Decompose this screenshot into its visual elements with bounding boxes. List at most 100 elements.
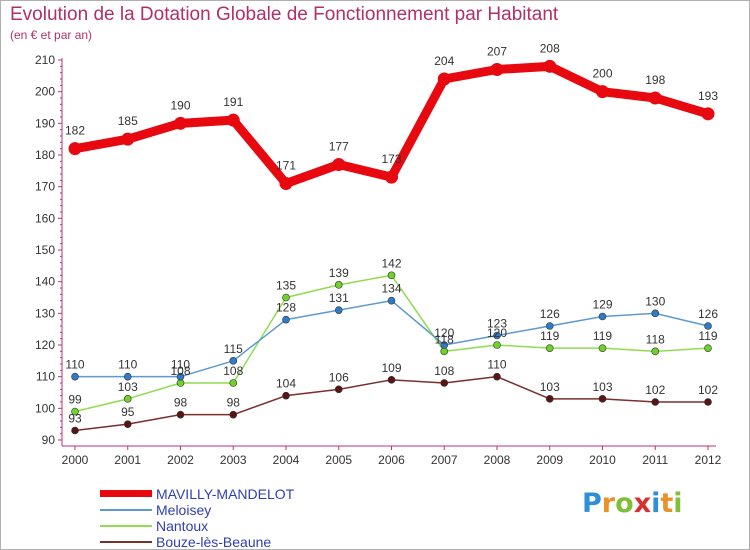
y-tick-label: 140 [35,275,55,289]
data-point [493,331,501,340]
x-tick-label: 2009 [536,453,563,467]
data-label: 108 [434,364,454,378]
data-point [123,420,132,428]
proxiti-logo: Proxiti [582,488,683,519]
y-tick-label: 130 [35,306,55,320]
data-point [704,322,712,330]
data-label: 191 [223,95,243,109]
data-label: 200 [592,67,612,81]
data-label: 110 [487,358,506,372]
chart-title: Evolution de la Dotation Globale de Fonc… [10,4,559,25]
data-point [332,158,346,171]
x-tick-label: 2002 [167,453,194,467]
data-label: 99 [68,393,82,407]
legend-label-mavilly: MAVILLY-MANDELOT [156,486,295,502]
data-point [440,347,449,356]
data-point [176,410,185,419]
data-point [387,296,396,305]
data-label: 106 [329,370,349,384]
data-point [282,315,290,324]
data-label: 108 [170,364,190,378]
legend-label-nantoux: Nantoux [156,518,209,534]
data-label: 198 [645,73,665,87]
data-point [701,107,715,121]
data-point [596,85,609,99]
data-point [651,347,660,356]
data-point [123,395,132,403]
logo-letter: i [651,488,661,519]
data-point [334,385,343,394]
logo-letter: r [601,488,616,519]
x-tick-label: 2012 [695,453,722,467]
data-point [490,63,504,76]
data-label: 103 [540,380,560,394]
data-label: 102 [645,383,665,397]
data-point [651,309,660,318]
data-point [68,142,82,156]
x-tick-label: 2004 [273,453,300,467]
data-label: 93 [68,412,82,426]
legend: MAVILLY-MANDELOT Meloisey Nantoux Bouze-… [100,486,360,550]
y-tick-label: 110 [36,370,55,384]
data-label: 119 [593,329,612,343]
data-label: 142 [381,256,401,270]
data-point [174,116,187,130]
data-point [282,391,290,400]
legend-swatch-bouze [100,541,152,543]
data-point [226,113,240,127]
y-tick-label: 210 [35,53,55,67]
data-label: 173 [381,152,401,166]
x-tick-label: 2006 [378,453,405,467]
data-point [440,341,449,349]
y-tick-label: 200 [35,85,55,99]
data-point [545,395,554,403]
data-point [545,322,554,330]
data-label: 126 [698,307,718,321]
logo-letter: o [615,488,634,519]
chart-subtitle: (en € et par an) [10,28,93,42]
data-label: 123 [487,317,507,331]
data-point [123,372,132,381]
data-label: 95 [121,405,135,419]
data-point [385,170,398,184]
y-tick-label: 170 [35,180,55,194]
x-tick-label: 2001 [114,453,141,467]
y-tick-label: 190 [35,116,55,130]
legend-swatch-meloisey [100,509,152,511]
data-point [545,344,554,352]
data-label: 103 [592,380,612,394]
data-label: 193 [698,89,718,103]
x-tick-label: 2011 [642,453,668,467]
data-label: 134 [381,282,401,296]
data-point [704,344,712,352]
data-label: 128 [276,301,296,315]
data-label: 118 [646,332,665,346]
data-point [598,395,607,403]
y-tick-label: 90 [42,433,56,447]
data-label: 120 [487,326,507,340]
y-tick-label: 100 [35,401,55,415]
data-point [279,177,293,190]
data-point [334,281,343,289]
data-point [229,357,238,365]
data-point [437,72,451,86]
data-point [704,398,712,406]
data-label: 118 [435,332,454,346]
data-label: 131 [329,291,349,305]
data-point [651,398,660,406]
data-point [176,379,185,387]
data-label: 104 [276,377,296,391]
data-label: 115 [224,342,243,356]
data-label: 204 [434,54,454,68]
data-label: 110 [171,358,190,372]
data-point [71,407,79,416]
data-point [176,372,185,381]
logo-letter: x [633,488,652,519]
logo-letter: t [660,488,674,519]
logo-letter: P [582,488,602,519]
legend-item-bouze: Bouze-lès-Beaune [100,534,360,550]
data-label: 120 [434,326,454,340]
y-tick-label: 160 [35,211,55,225]
data-point [282,293,290,302]
